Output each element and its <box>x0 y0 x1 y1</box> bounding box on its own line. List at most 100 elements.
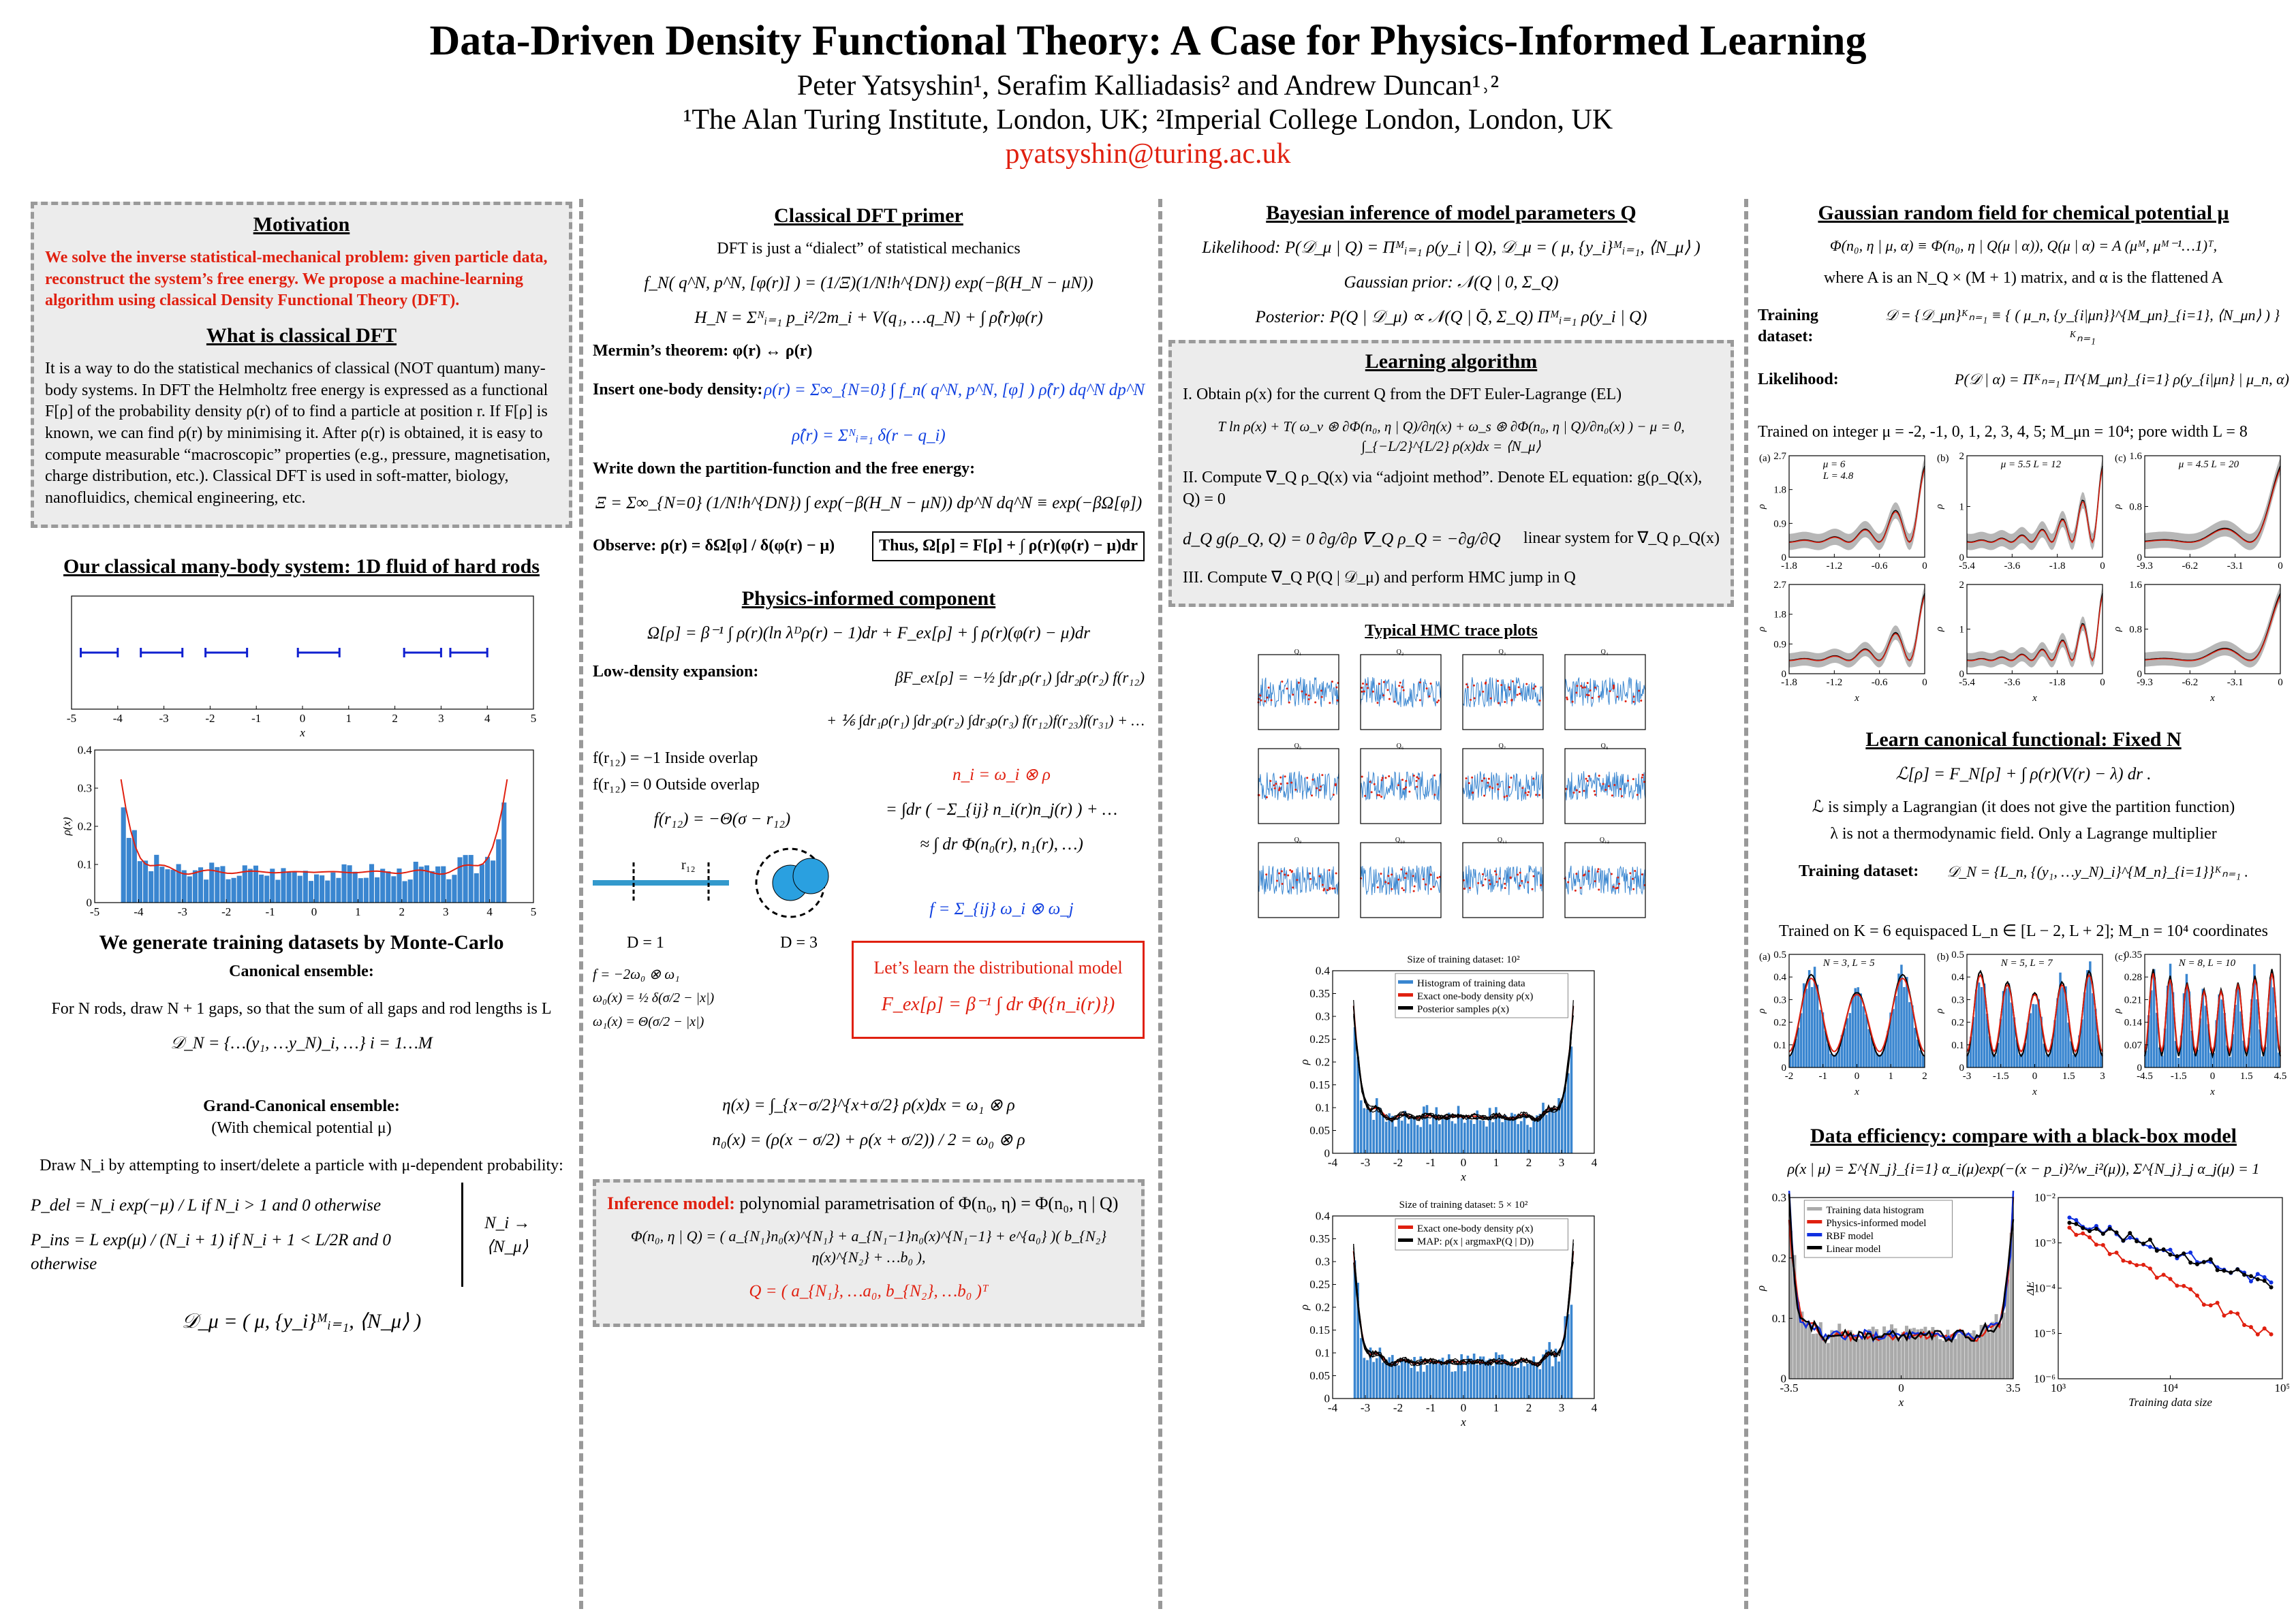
sample <box>1572 792 1575 794</box>
x-tick-label: 0 <box>2100 561 2105 572</box>
bar <box>1961 1334 1965 1379</box>
x-tick-label: 2 <box>1526 1401 1532 1414</box>
bar <box>1498 1355 1501 1399</box>
bar <box>2229 1057 2231 1068</box>
sample <box>1429 683 1432 685</box>
x-tick-label: 3 <box>438 712 444 725</box>
x-tick-label: -3 <box>159 712 168 725</box>
bar <box>2006 1279 2010 1379</box>
x-tick-label: 0 <box>2210 1071 2216 1082</box>
trace <box>1462 677 1544 708</box>
figure-title: Q₈ <box>1601 743 1609 750</box>
curve <box>2144 973 2281 1055</box>
bar <box>2272 987 2275 1068</box>
bar <box>1808 1326 1812 1379</box>
sample <box>1587 694 1590 697</box>
density-panel: -9.3 -6.2 -3.1 0 0 0.8 1.6 x ρ <box>2113 580 2283 704</box>
bar <box>2034 1004 2037 1068</box>
sample <box>1565 787 1568 790</box>
bar <box>1491 1366 1495 1399</box>
point <box>2262 1275 2267 1279</box>
axes-frame <box>1564 654 1646 730</box>
sample <box>1413 885 1416 888</box>
sample <box>1269 780 1272 783</box>
bar <box>1425 1365 1429 1399</box>
figure-title: Q₇ <box>1499 743 1506 750</box>
sample <box>1329 887 1331 890</box>
rods-diagram: r₁₂ <box>593 847 829 918</box>
sample <box>1412 890 1415 892</box>
sample <box>1412 875 1414 877</box>
bar <box>1554 1110 1557 1154</box>
sample <box>1429 888 1432 890</box>
bar <box>1488 1108 1491 1154</box>
sample <box>1506 795 1508 798</box>
bar <box>2043 1044 2045 1068</box>
sample <box>1312 779 1314 781</box>
sample <box>1286 687 1288 690</box>
bar <box>2160 1055 2164 1068</box>
header: Data-Driven Density Functional Theory: A… <box>0 17 2296 172</box>
error-figure: 10³ 10⁴ 10⁵ 10⁻⁶ 10⁻⁵ 10⁻⁴ 10⁻³ 10⁻² Training da… <box>2027 1191 2289 1409</box>
sample <box>1279 776 1282 779</box>
point <box>2128 1236 2132 1240</box>
bar <box>440 866 446 903</box>
point <box>2074 1232 2079 1237</box>
bar <box>1363 1108 1366 1154</box>
text: We solve the inverse statistical-mechani… <box>45 249 548 310</box>
bar <box>474 873 479 903</box>
y-tick-label: 0.5 <box>1773 950 1786 961</box>
bar <box>385 871 390 903</box>
bar <box>1356 1283 1359 1399</box>
sample <box>1332 794 1335 796</box>
sample <box>1632 888 1635 890</box>
x-tick-label: -6.2 <box>2182 561 2198 572</box>
point <box>2182 1283 2186 1288</box>
bar <box>159 866 164 903</box>
text: Trained on K = 6 equispaced L_n ∈ [L − 2… <box>1779 922 2268 940</box>
sample <box>1281 883 1284 886</box>
bar <box>2097 1035 2100 1068</box>
sample <box>1399 681 1401 684</box>
bar <box>1413 1119 1416 1154</box>
sample <box>1525 683 1528 685</box>
sample <box>1621 795 1624 798</box>
bar <box>1908 1002 1911 1068</box>
bar <box>1988 1036 1991 1068</box>
bar <box>1369 1347 1372 1399</box>
x-tick-label: 1 <box>345 712 352 725</box>
sample <box>1587 870 1590 873</box>
y-tick-label: 0.3 <box>1951 995 1964 1006</box>
bar <box>236 875 242 903</box>
sample <box>1401 686 1403 689</box>
bar <box>1824 1031 1827 1068</box>
sample <box>1465 683 1468 686</box>
x-tick-label: 0 <box>2100 677 2105 688</box>
bar <box>1830 1330 1834 1379</box>
sample <box>1504 701 1506 704</box>
sample <box>1471 777 1474 779</box>
bar <box>1829 1054 1833 1068</box>
bar <box>1359 1100 1363 1154</box>
sample <box>1643 781 1645 783</box>
sample <box>1468 887 1471 890</box>
bar <box>2199 1018 2202 1068</box>
sample <box>1602 783 1604 785</box>
sample <box>1380 873 1382 875</box>
y-tick-label: 0.3 <box>1772 1191 1786 1204</box>
point <box>2154 1249 2159 1253</box>
sample <box>1500 684 1503 687</box>
legend-label: Physics-informed model <box>1826 1218 1926 1229</box>
y-axis-label: ρ <box>1758 1285 1767 1292</box>
bar <box>313 874 319 903</box>
y-axis-label: ρ <box>2113 1009 2123 1014</box>
sample <box>1378 794 1381 797</box>
bar <box>2212 1053 2215 1068</box>
legend-label: MAP: ρ(x | argmaxP(Q | D)) <box>1417 1236 1534 1247</box>
bar <box>164 869 170 903</box>
bar <box>1867 1329 1872 1379</box>
y-axis-label: ρ(x) <box>63 817 73 836</box>
equation: N_i → ⟨N_μ⟩ <box>484 1213 531 1256</box>
sample <box>1632 696 1635 698</box>
sample <box>1402 889 1405 892</box>
